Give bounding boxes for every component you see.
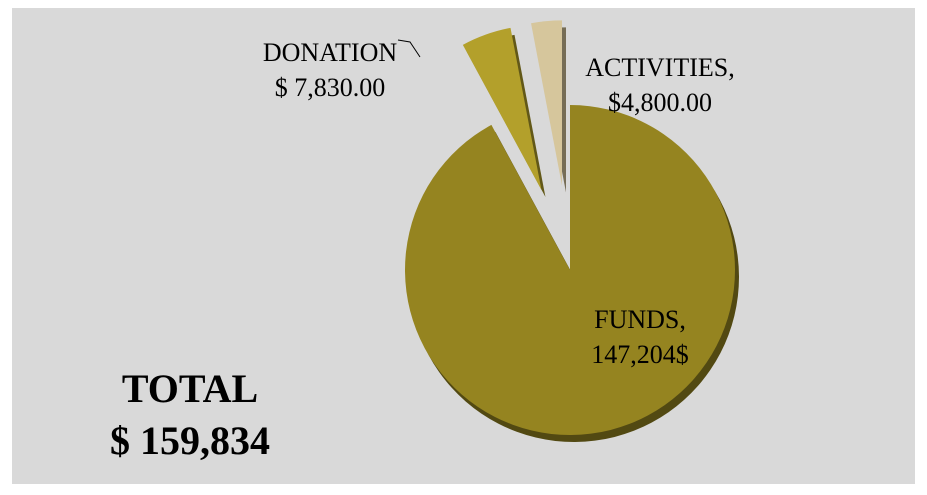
slice-value-label: $4,800.00 <box>608 88 712 117</box>
slice-label: FUNDS, <box>594 305 686 334</box>
total-value: $ 159,834 <box>110 418 270 463</box>
slice-label: DONATION <box>263 38 398 67</box>
leader-line <box>397 39 421 58</box>
slice-value-label: $ 7,830.00 <box>275 73 386 102</box>
slice <box>531 20 562 186</box>
slice <box>404 105 735 436</box>
total-title: TOTAL <box>122 366 258 411</box>
slice <box>462 27 542 190</box>
slice-value-label: 147,204$ <box>591 340 689 369</box>
slice-label: ACTIVITIES, <box>585 53 734 82</box>
